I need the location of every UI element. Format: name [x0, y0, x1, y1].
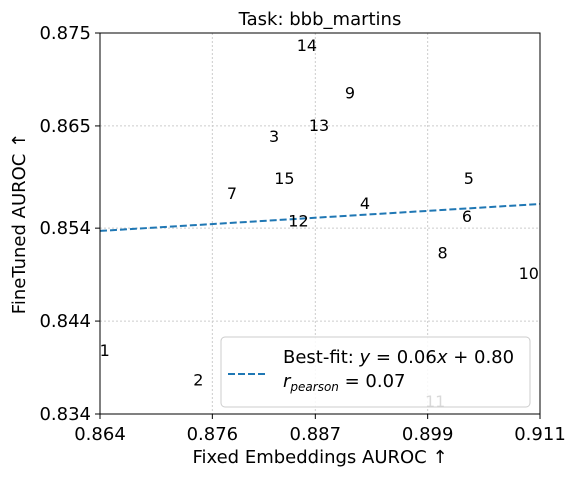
legend-fit-label: Best-fit: y = 0.06x + 0.80: [283, 347, 514, 368]
fit-layer: [99, 202, 541, 232]
point-label-9: 9: [345, 83, 355, 102]
point-label-6: 6: [462, 207, 472, 226]
point-label-12: 12: [288, 212, 308, 231]
y-tick-label: 0.834: [39, 404, 91, 425]
y-axis-ticks: 0.834 0.844 0.854 0.865 0.875: [39, 23, 100, 425]
point-label-14: 14: [297, 36, 317, 55]
points-layer: 123456789101112131415: [100, 36, 539, 411]
legend-r-value: = 0.07: [339, 371, 406, 392]
point-label-8: 8: [438, 243, 448, 262]
point-label-15: 15: [274, 169, 294, 188]
legend: Best-fit: y = 0.06x + 0.80 rpearson = 0.…: [220, 336, 531, 408]
y-tick-label: 0.844: [39, 311, 91, 332]
legend-eq: = 0.06: [370, 347, 437, 368]
point-label-1: 1: [100, 341, 110, 360]
legend-r-label: rpearson = 0.07: [283, 371, 406, 394]
x-tick-label: 0.876: [187, 424, 239, 445]
point-label-2: 2: [193, 371, 203, 390]
point-label-3: 3: [269, 127, 279, 146]
legend-box: [220, 336, 531, 408]
point-label-10: 10: [519, 264, 539, 283]
x-axis-ticks: 0.864 0.876 0.887 0.899 0.911: [74, 414, 566, 445]
point-label-4: 4: [360, 194, 370, 213]
x-tick-label: 0.899: [402, 424, 454, 445]
y-tick-label: 0.865: [39, 116, 91, 137]
legend-r: r: [283, 371, 292, 392]
x-tick-label: 0.864: [74, 424, 126, 445]
x-tick-label: 0.887: [290, 424, 342, 445]
x-axis-label: Fixed Embeddings AUROC ↑: [192, 447, 447, 468]
point-label-13: 13: [309, 116, 329, 135]
legend-y: y: [359, 347, 371, 368]
legend-r-sub: pearson: [289, 380, 339, 394]
plot-frame: [99, 32, 541, 415]
x-tick-label: 0.911: [514, 424, 566, 445]
y-tick-label: 0.875: [39, 23, 91, 44]
legend-prefix: Best-fit:: [283, 347, 360, 368]
point-label-7: 7: [227, 184, 237, 203]
y-tick-label: 0.854: [39, 218, 91, 239]
point-label-5: 5: [464, 169, 474, 188]
best-fit-line: [99, 202, 541, 232]
legend-tail: + 0.80: [447, 347, 514, 368]
legend-x: x: [436, 347, 448, 368]
chart-title: Task: bbb_martins: [238, 9, 402, 30]
y-axis-label: FineTuned AUROC ↑: [9, 133, 30, 314]
